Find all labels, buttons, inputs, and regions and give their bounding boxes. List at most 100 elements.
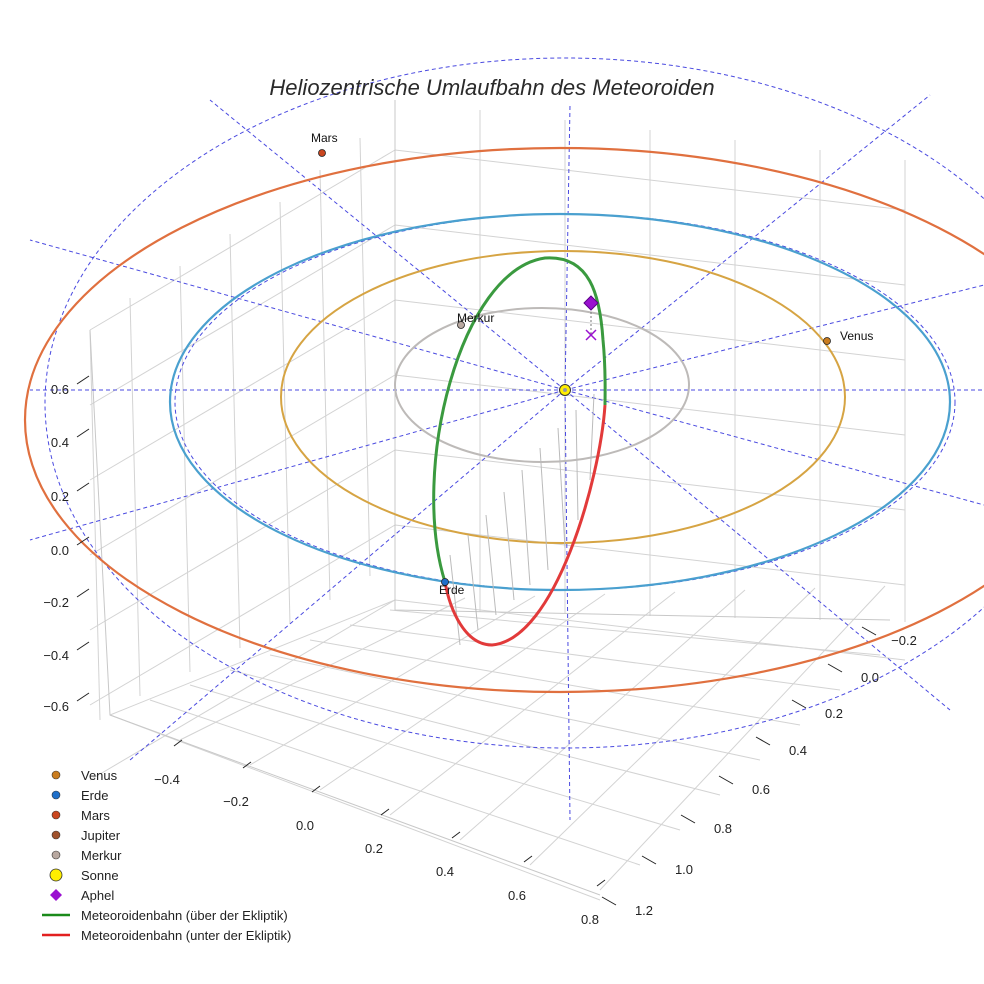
z-tick-mark [76, 641, 90, 651]
ecliptic-outer-circle [44, 57, 984, 749]
y-tick-label: 0.2 [825, 706, 843, 721]
grid-line [89, 149, 396, 331]
z-tick-mark [76, 692, 90, 702]
grid-layer [89, 100, 906, 901]
meteoroid-path-below [443, 404, 607, 647]
legend-label: Meteoroidenbahn (über der Ekliptik) [81, 908, 288, 923]
z-tick-mark [76, 536, 90, 546]
grid-line [459, 589, 746, 841]
box-edge [394, 100, 891, 621]
dropline [503, 491, 515, 601]
grid-line [189, 684, 681, 831]
grid-line [394, 149, 906, 211]
grid-line [109, 599, 396, 716]
legend-label: Jupiter [81, 828, 121, 843]
planet-label: Venus [840, 329, 873, 343]
z-tick-label: 0.6 [51, 382, 69, 397]
grid-line [389, 609, 881, 656]
box-edge [89, 329, 601, 896]
aphel-projection-stroke [585, 329, 597, 341]
orbit-mars [24, 146, 984, 694]
planet-erde [441, 578, 449, 586]
y-tick-label: −0.2 [891, 633, 917, 648]
y-tick-label: 1.0 [675, 862, 693, 877]
grid-line [389, 591, 676, 816]
y-tick-label: 1.2 [635, 903, 653, 918]
y-tick-label: 0.6 [752, 782, 770, 797]
legend-dot [51, 850, 61, 860]
grid-line [269, 654, 761, 761]
legend-item: Mars [51, 808, 110, 823]
z-tick-label: −0.6 [43, 699, 69, 714]
legend-dot [51, 830, 61, 840]
legend-dot [51, 810, 61, 820]
z-tick-mark [76, 588, 90, 598]
y-tick-label: 0.0 [861, 670, 879, 685]
dropline [485, 514, 497, 616]
x-tick-mark [311, 785, 321, 793]
y-tick-mark [718, 775, 734, 785]
meteoroid-layer [432, 256, 607, 647]
x-tick-label: 0.6 [508, 888, 526, 903]
planet-mars [318, 149, 326, 157]
grid-line [179, 597, 466, 741]
dropline [467, 534, 479, 631]
x-tick-mark [173, 739, 183, 747]
grid-line [319, 169, 331, 601]
ecliptic-ray [564, 94, 931, 391]
planet-venus [823, 337, 831, 345]
legend-item: Aphel [50, 888, 114, 903]
grid-line [149, 699, 641, 866]
legend-label: Sonne [81, 868, 119, 883]
grid-line [89, 599, 396, 781]
legend-label: Mars [81, 808, 110, 823]
grid-line [179, 265, 191, 673]
aphel-marker [583, 295, 599, 311]
grid-line [319, 593, 606, 791]
meteoroid-path-above [432, 256, 607, 583]
x-tick-label: −0.2 [223, 794, 249, 809]
z-tick-mark [76, 482, 90, 492]
x-tick-label: 0.2 [365, 841, 383, 856]
z-tick-label: 0.2 [51, 489, 69, 504]
ecliptic-ray [209, 99, 566, 391]
dropline [521, 469, 531, 586]
grid-line [249, 595, 536, 766]
legend-dot [51, 790, 61, 800]
z-tick-label: 0.0 [51, 543, 69, 558]
grid-line [359, 137, 371, 577]
grid-line [89, 329, 101, 721]
ecliptic-ray [29, 389, 566, 541]
x-tick-label: 0.0 [296, 818, 314, 833]
planet-merkur [457, 321, 465, 329]
point-layer: Venus Erde Mars Merkur [311, 131, 873, 597]
z-tick-mark [76, 375, 90, 385]
grid-line [309, 639, 801, 726]
grid-line [129, 297, 141, 697]
ecliptic-ray [564, 389, 951, 711]
y-tick-label: 0.4 [789, 743, 807, 758]
grid-line [89, 524, 396, 706]
orbit-erde [168, 212, 952, 592]
dropline [575, 409, 579, 521]
legend: Venus Erde Mars Jupiter Merkur Sonne Aphel Mete… [42, 768, 291, 943]
legend-item: Jupiter [51, 828, 121, 843]
x-tick-mark [451, 831, 461, 839]
z-tick-label: −0.4 [43, 648, 69, 663]
grid-line [394, 599, 906, 661]
grid-line [394, 374, 906, 436]
legend-item: Meteoroidenbahn (unter der Ekliptik) [42, 928, 291, 943]
y-tick-mark [680, 814, 696, 824]
legend-dot [51, 770, 61, 780]
grid-line [229, 669, 721, 796]
x-tick-mark [523, 855, 533, 863]
ecliptic-ray [564, 104, 571, 391]
aphel-projection-marker [585, 329, 597, 341]
grid-line [89, 224, 396, 406]
y-tick-mark [755, 736, 771, 746]
ecliptic-ray [564, 284, 984, 391]
grid-line [529, 587, 816, 866]
x-tick-label: 0.8 [581, 912, 599, 927]
x-tick-mark [380, 808, 390, 816]
legend-label: Venus [81, 768, 118, 783]
